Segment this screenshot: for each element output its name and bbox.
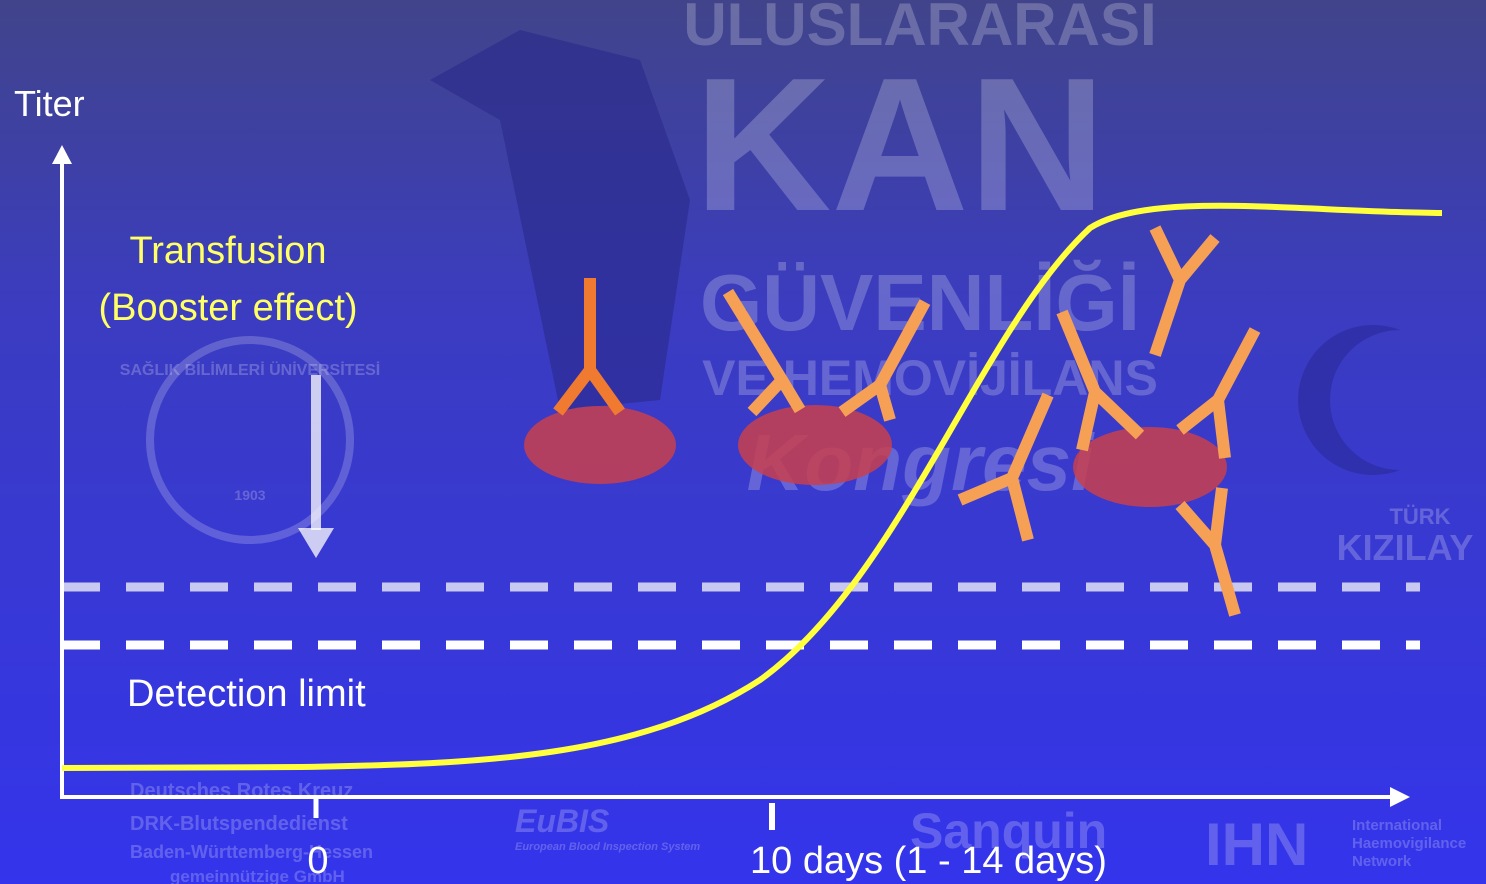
page: ULUSLARARASI KAN GÜVENLİĞİ VE HEMOVİJİLA…: [0, 0, 1486, 884]
watermark-text: European Blood Inspection System: [515, 841, 700, 853]
watermark-text: KIZILAY: [1337, 527, 1474, 568]
watermark-text: Haemovigilance: [1352, 835, 1466, 852]
x-tick-label: 10 days (1 - 14 days): [750, 840, 1107, 882]
watermark-text: International: [1352, 817, 1442, 834]
watermark-text: SAĞLIK BİLİMLERİ ÜNİVERSİTESİ: [120, 360, 380, 379]
slide: ULUSLARARASI KAN GÜVENLİĞİ VE HEMOVİJİLA…: [0, 0, 1486, 884]
watermark-text: Network: [1352, 853, 1412, 870]
watermark-text: Baden-Württemberg-Hessen: [130, 842, 373, 862]
x-tick-label: 0: [307, 840, 328, 882]
annotation: Detection limit: [127, 673, 366, 715]
red-cell: [524, 406, 676, 484]
y-axis-label: Titer: [14, 83, 85, 124]
watermark-text: 1903: [234, 487, 265, 503]
red-cell: [1073, 427, 1227, 507]
watermark-text: TÜRK: [1389, 504, 1450, 529]
watermark-text: EuBIS: [515, 803, 610, 839]
annotation: Transfusion: [129, 230, 326, 272]
red-cell: [738, 405, 892, 485]
watermark-text: IHN: [1205, 811, 1308, 878]
watermark-text: KAN: [694, 39, 1106, 251]
annotation: (Booster effect): [98, 287, 357, 329]
